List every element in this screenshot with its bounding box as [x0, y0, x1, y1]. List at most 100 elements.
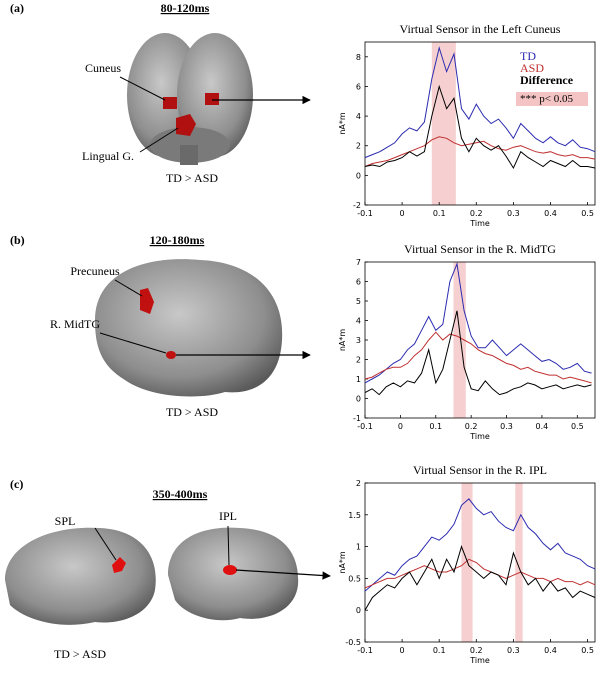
- series-line: [364, 262, 592, 384]
- x-tick-label: 0: [400, 209, 405, 218]
- x-tick-label: 0.2: [470, 209, 483, 218]
- x-tick-label: -0.1: [357, 422, 373, 431]
- contrast-label: TD > ASD: [54, 647, 106, 661]
- x-tick-label: 0.5: [571, 422, 584, 431]
- x-tick-label: 0.1: [433, 209, 446, 218]
- y-tick-label: 7: [356, 258, 361, 267]
- region-label: Precuneus: [70, 264, 120, 278]
- pointer: [139, 127, 179, 153]
- chart-title: Virtual Sensor in the R. IPL: [413, 463, 547, 477]
- y-tick-label: 5: [356, 297, 361, 306]
- time-window: 350-400ms: [153, 487, 208, 501]
- pointer: [119, 76, 166, 101]
- x-axis-label: Time: [469, 432, 490, 441]
- plot: -0.5 0 0.5 1 1.5 2 -0.1 0 0.1 0.2 0.3 0.4 0.5 Virtual…: [338, 463, 596, 665]
- plot-frame: [364, 41, 596, 206]
- panel-label: (c): [10, 477, 23, 491]
- y-tick-label: 8: [356, 53, 361, 62]
- pointer: [227, 525, 230, 566]
- x-tick-label: 0.1: [429, 422, 442, 431]
- plot: -1 0 1 2 3 4 5 6 7 -0.1 0 0.1 0.2 0.3 0.4 0.5 Virtual Se…: [338, 242, 596, 441]
- series-line: [364, 46, 596, 159]
- legend-note-box: [516, 92, 588, 106]
- region-label: IPL: [219, 509, 237, 523]
- significance-window: [431, 42, 456, 205]
- region-label: Lingual G.: [82, 149, 134, 163]
- x-tick-label: 0.3: [500, 422, 513, 431]
- x-tick-label: 0.4: [544, 646, 557, 655]
- y-tick-label: 0: [356, 171, 361, 180]
- y-tick-label: 1: [356, 543, 361, 552]
- plot-frame: [364, 261, 596, 419]
- y-tick-label: -1: [353, 414, 361, 423]
- y-tick-label: 6: [356, 278, 361, 287]
- region-label: R. MidTG: [50, 317, 100, 331]
- x-tick-label: -0.1: [357, 646, 373, 655]
- y-tick-label: 0.5: [348, 574, 361, 583]
- legend-note: *** p< 0.05: [520, 93, 573, 105]
- series-line: [364, 558, 596, 589]
- chart-title: Virtual Sensor in the R. MidTG: [404, 242, 556, 256]
- brain-illustration: [95, 259, 283, 397]
- x-axis-label: Time: [469, 656, 490, 665]
- y-tick-label: 2: [356, 142, 361, 151]
- x-axis-label: Time: [469, 219, 490, 228]
- y-axis-label: nA*m: [338, 329, 347, 352]
- y-tick-label: 0: [356, 606, 361, 615]
- legend-entry: ASD: [520, 61, 544, 75]
- y-tick-label: 3: [356, 336, 361, 345]
- brain-illustration: [5, 527, 299, 625]
- x-tick-label: 0: [400, 646, 405, 655]
- x-tick-label: 0.4: [536, 422, 549, 431]
- y-tick-label: 1.5: [348, 511, 361, 520]
- region-label: Cuneus: [85, 61, 121, 75]
- pointer: [94, 527, 117, 561]
- legend-entry: Difference: [520, 73, 574, 87]
- pointer: [99, 332, 167, 354]
- panel-label: (b): [10, 233, 25, 247]
- series-line: [364, 331, 592, 384]
- x-tick-label: 0: [398, 422, 403, 431]
- time-window: 120-180ms: [150, 233, 205, 247]
- y-axis-label: nA*m: [338, 112, 347, 135]
- pointer: [114, 279, 143, 297]
- x-tick-label: 0.5: [581, 646, 594, 655]
- x-tick-label: 0.2: [470, 646, 483, 655]
- series-line: [364, 310, 592, 396]
- brain-illustration: [127, 33, 253, 165]
- significance-window: [515, 483, 523, 642]
- region-label: SPL: [55, 514, 76, 528]
- arrow: [235, 569, 331, 580]
- y-tick-label: 2: [356, 356, 361, 365]
- panel-label: (a): [10, 1, 24, 15]
- time-window: 80-120ms: [161, 1, 210, 15]
- y-tick-label: 2: [356, 479, 361, 488]
- x-tick-label: 0.3: [507, 209, 520, 218]
- x-tick-label: 0.5: [581, 209, 594, 218]
- contrast-label: TD > ASD: [166, 171, 218, 185]
- series-line: [364, 136, 596, 167]
- y-tick-label: 4: [356, 317, 361, 326]
- x-tick-label: -0.1: [357, 209, 373, 218]
- y-tick-label: -2: [353, 201, 361, 210]
- chart-title: Virtual Sensor in the Left Cuneus: [400, 22, 561, 36]
- plot: -2 0 2 4 6 8 -0.1 0 0.1 0.2 0.3 0.4 0.5 Virtual Senso…: [338, 22, 596, 228]
- contrast-label: TD > ASD: [166, 405, 218, 419]
- legend-entry: TD: [520, 49, 536, 63]
- x-tick-label: 0.4: [544, 209, 557, 218]
- x-tick-label: 0.1: [433, 646, 446, 655]
- y-axis-label: nA*m: [338, 551, 347, 574]
- x-tick-label: 0.2: [465, 422, 478, 431]
- series-line: [364, 545, 596, 611]
- y-tick-label: 6: [356, 82, 361, 91]
- y-tick-label: 1: [356, 375, 361, 384]
- x-tick-label: 0.3: [507, 646, 520, 655]
- y-tick-label: 4: [356, 112, 361, 121]
- plot-frame: [364, 482, 596, 643]
- series-line: [364, 84, 596, 170]
- y-tick-label: 0: [356, 395, 361, 404]
- series-line: [364, 498, 596, 592]
- significance-window: [461, 483, 473, 642]
- y-tick-label: -0.5: [345, 638, 361, 647]
